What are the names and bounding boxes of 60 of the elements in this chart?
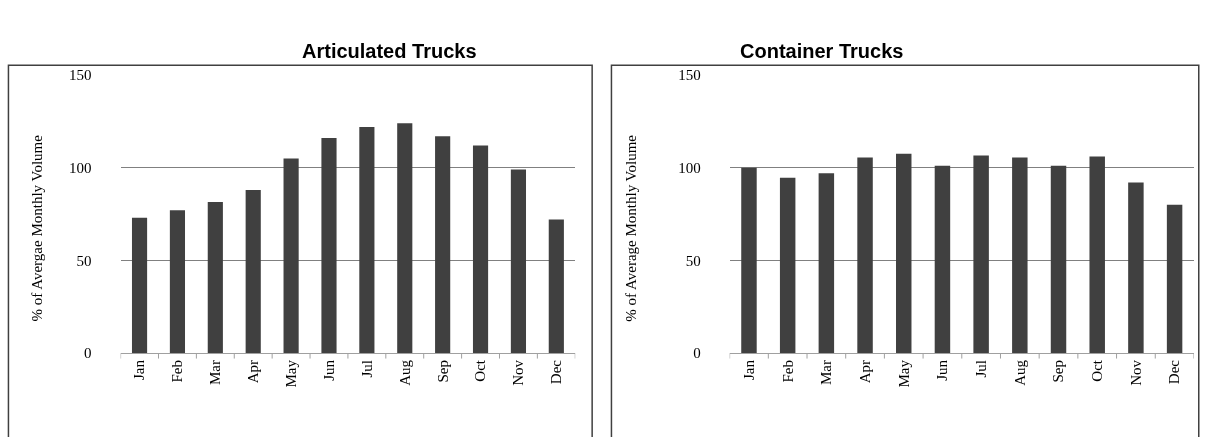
bar — [1050, 165, 1067, 353]
bar — [245, 189, 261, 353]
y-tick-label: 50 — [685, 252, 701, 269]
y-tick-label: 100 — [678, 159, 701, 176]
x-tick-label: Sep — [434, 360, 451, 383]
bar — [131, 217, 148, 353]
x-tick-label: May — [282, 359, 299, 388]
x-tick-label: Mar — [207, 360, 224, 385]
bar — [321, 138, 337, 353]
x-tick-label: Nov — [510, 359, 527, 386]
bar — [397, 123, 413, 353]
x-tick-label: Aug — [396, 359, 413, 386]
bar — [207, 201, 223, 353]
bar — [741, 167, 757, 353]
y-axis-title: % of Average Monthly Volume — [622, 134, 639, 322]
bar — [973, 155, 989, 353]
bar — [169, 210, 186, 353]
chart-title: Articulated Trucks — [302, 40, 477, 62]
x-tick-label: Jul — [358, 360, 375, 378]
bar — [779, 177, 796, 353]
x-tick-label: Apr — [245, 360, 262, 384]
x-tick-label: Aug — [1011, 359, 1028, 386]
x-tick-label: Dec — [1166, 359, 1183, 385]
chart-title: Container Trucks — [740, 40, 904, 62]
y-axis-title: % of Avergae Monthly Volume — [28, 134, 45, 322]
x-tick-label: Jun — [934, 359, 951, 381]
y-tick-label: 0 — [84, 345, 92, 362]
bar — [896, 153, 912, 353]
x-tick-label: Oct — [1089, 359, 1106, 382]
x-tick-label: Apr — [856, 360, 873, 384]
bar — [1012, 157, 1028, 353]
x-tick-label: Jul — [973, 360, 990, 378]
y-tick-label: 0 — [693, 345, 701, 362]
bar — [857, 157, 873, 353]
y-tick-label: 100 — [69, 159, 92, 176]
x-tick-label: Sep — [1050, 360, 1067, 383]
bar — [472, 145, 489, 353]
x-tick-label: Jan — [740, 359, 757, 380]
x-tick-label: Nov — [1127, 359, 1144, 386]
y-tick-label: 150 — [678, 67, 701, 84]
bar — [934, 165, 951, 353]
bar — [1128, 182, 1144, 353]
y-tick-label: 50 — [76, 252, 92, 269]
x-tick-label: May — [895, 359, 912, 388]
x-tick-label: Feb — [779, 360, 796, 383]
x-tick-label: Oct — [472, 359, 489, 382]
bar — [548, 219, 564, 353]
bar — [1166, 204, 1183, 353]
y-tick-label: 150 — [69, 67, 92, 84]
bar — [1089, 156, 1105, 353]
x-tick-label: Jun — [320, 359, 337, 381]
bar — [435, 136, 451, 353]
bar — [283, 158, 299, 353]
bar — [818, 173, 835, 353]
x-tick-label: Dec — [548, 359, 565, 385]
x-tick-label: Mar — [818, 360, 835, 385]
bar — [359, 126, 375, 353]
x-tick-label: Feb — [169, 360, 186, 383]
bar — [510, 169, 527, 353]
x-tick-label: Jan — [131, 359, 148, 380]
